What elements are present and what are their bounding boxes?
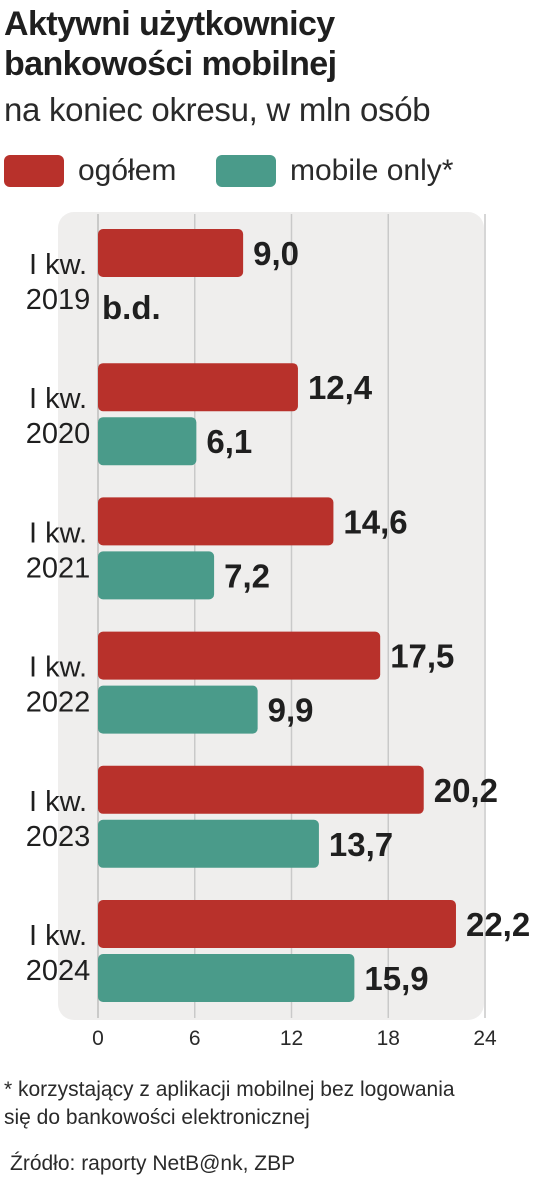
- category-label-5-line-1: I kw.: [29, 920, 87, 952]
- bar-mobile-only-2: [98, 551, 215, 600]
- legend-swatch-total: [4, 155, 64, 187]
- legend-label-mobile-only: mobile only*: [290, 154, 454, 187]
- value-label-mobile-only-0: b.d.: [102, 289, 161, 326]
- value-label-mobile-only-1: 6,1: [206, 423, 252, 460]
- value-label-mobile-only-3: 9,9: [268, 692, 314, 729]
- chart-title: Aktywni użytkownicy bankowości mobilnej: [4, 4, 534, 84]
- plot-background: [58, 212, 484, 1020]
- footnote: * korzystający z aplikacji mobilnej bez …: [4, 1076, 536, 1132]
- footnote-line-2: się do bankowości elektronicznej: [4, 1106, 310, 1129]
- source-note: Źródło: raporty NetB@nk, ZBP: [10, 1152, 296, 1175]
- bar-total-2: [98, 497, 334, 546]
- legend-label-total: ogółem: [78, 154, 177, 187]
- bar-total-1: [98, 363, 298, 412]
- category-label-3-line-1: I kw.: [29, 652, 87, 684]
- bar-total-4: [98, 765, 424, 814]
- chart-title-line-2: bankowości mobilnej: [4, 45, 337, 83]
- value-label-total-2: 14,6: [343, 503, 407, 540]
- category-label-2-line-2: 2021: [26, 552, 91, 584]
- legend-swatch-mobile-only: [216, 155, 276, 187]
- category-label-0-line-2: 2019: [26, 284, 91, 316]
- bar-mobile-only-1: [98, 417, 197, 466]
- x-tick-label-1: 6: [189, 1027, 201, 1050]
- x-tick-label-4: 24: [473, 1027, 497, 1050]
- chart-title-line-1: Aktywni użytkownicy: [4, 5, 335, 43]
- footnote-line-1: * korzystający z aplikacji mobilnej bez …: [4, 1078, 455, 1101]
- x-tick-label-2: 12: [280, 1027, 303, 1050]
- category-label-1-line-1: I kw.: [29, 383, 87, 415]
- bar-total-0: [98, 229, 244, 277]
- value-label-total-4: 20,2: [434, 772, 498, 809]
- value-label-total-0: 9,0: [253, 235, 299, 272]
- category-label-2-line-1: I kw.: [29, 517, 87, 549]
- value-label-total-1: 12,4: [308, 369, 373, 406]
- chart-subtitle: na koniec okresu, w mln osób: [4, 91, 431, 128]
- bar-mobile-only-3: [98, 685, 258, 734]
- value-label-total-5: 22,2: [466, 906, 530, 943]
- category-label-4-line-2: 2023: [26, 821, 91, 853]
- legend-item-mobile-only: mobile only*: [216, 154, 453, 188]
- x-tick-label-3: 18: [377, 1027, 400, 1050]
- x-tick-label-0: 0: [92, 1027, 104, 1050]
- value-label-mobile-only-4: 13,7: [329, 826, 393, 863]
- value-label-mobile-only-2: 7,2: [224, 557, 270, 594]
- category-label-1-line-2: 2020: [26, 418, 91, 450]
- category-label-0-line-1: I kw.: [29, 249, 87, 281]
- bar-total-5: [98, 900, 456, 948]
- category-label-4-line-1: I kw.: [29, 786, 87, 818]
- value-label-mobile-only-5: 15,9: [364, 960, 428, 997]
- category-label-5-line-2: 2024: [26, 955, 91, 987]
- legend-item-total: ogółem: [4, 154, 176, 188]
- bar-mobile-only-4: [98, 819, 319, 868]
- bar-mobile-only-5: [98, 954, 355, 1002]
- value-label-total-3: 17,5: [390, 638, 454, 675]
- category-label-3-line-2: 2022: [26, 687, 91, 719]
- bar-total-3: [98, 631, 381, 680]
